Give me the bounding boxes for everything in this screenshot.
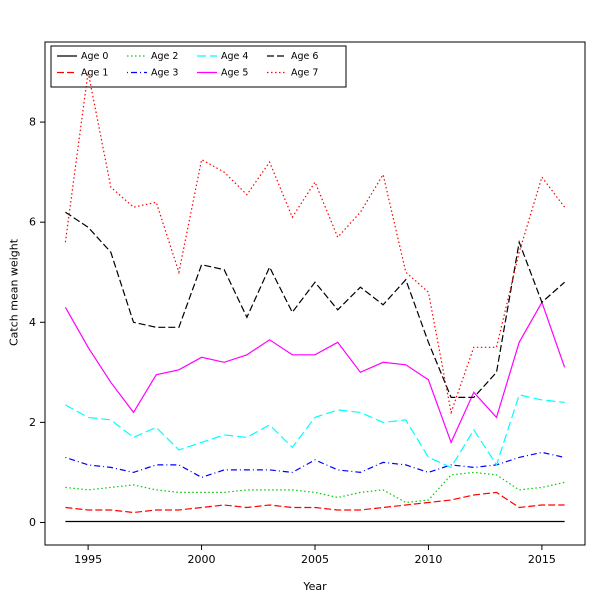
legend: Age 0 Age 1 Age 2 Age 3 Age 4 Age 5 Age 6 Age 7 — [50, 45, 347, 88]
legend-label: Age 1 — [81, 68, 108, 79]
y-tick-label: 0 — [29, 516, 36, 529]
series-line-age-6 — [65, 211, 565, 398]
legend-label: Age 7 — [291, 68, 318, 79]
series-line-age-3 — [65, 451, 565, 479]
legend-label: Age 0 — [81, 51, 108, 62]
legend-box — [50, 45, 347, 88]
series-line-age-4 — [65, 394, 565, 469]
x-tick-label: 2005 — [301, 553, 329, 566]
y-tick-label: 8 — [29, 116, 36, 129]
legend-label: Age 5 — [221, 68, 248, 79]
x-tick-label: 2010 — [414, 553, 442, 566]
legend-label: Age 6 — [291, 51, 318, 62]
x-tick-label: 2000 — [188, 553, 216, 566]
series-line-age-1 — [65, 491, 565, 514]
legend-label: Age 2 — [151, 51, 178, 62]
y-tick-label: 6 — [29, 216, 36, 229]
plot-box — [44, 41, 586, 546]
y-tick-label: 2 — [29, 416, 36, 429]
y-axis-label: Catch mean weight — [7, 238, 21, 347]
x-tick-label: 2015 — [528, 553, 556, 566]
y-tick-label: 4 — [29, 316, 36, 329]
x-axis-label: Year — [303, 580, 327, 593]
series-line-age-2 — [65, 471, 565, 504]
x-tick-label: 1995 — [74, 553, 102, 566]
series-line-age-7 — [64, 71, 566, 415]
series-line-age-5 — [64, 300, 566, 444]
legend-label: Age 4 — [221, 51, 248, 62]
legend-label: Age 3 — [151, 68, 178, 79]
